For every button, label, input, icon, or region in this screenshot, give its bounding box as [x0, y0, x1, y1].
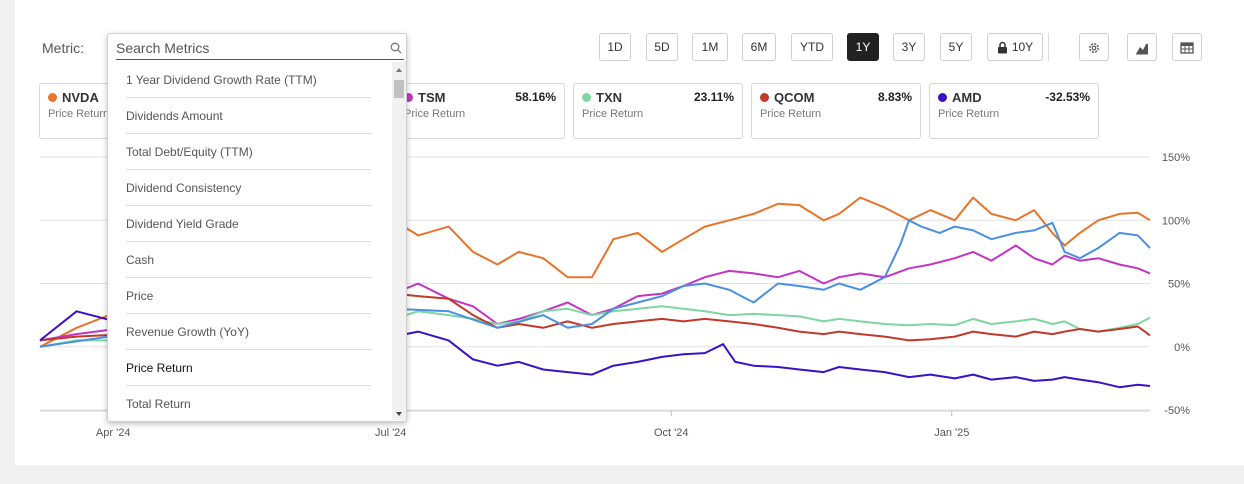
scroll-up-arrow-icon[interactable]	[395, 66, 403, 74]
range-button-1m[interactable]: 1M	[692, 33, 728, 61]
lock-icon	[997, 42, 1007, 54]
metric-option[interactable]: Revenue Growth (YoY)	[126, 314, 371, 350]
ticker-value: 58.16%	[515, 90, 556, 104]
x-tick-label: Oct '24	[654, 427, 689, 439]
ticker-card-txn[interactable]: TXN 23.11% Price Return	[573, 83, 743, 139]
metric-option[interactable]: 1 Year Dividend Growth Rate (TTM)	[126, 62, 371, 98]
metric-option[interactable]: Dividends Amount	[126, 98, 371, 134]
y-tick-label: 150%	[1162, 152, 1190, 164]
range-button-5y[interactable]: 5Y	[940, 33, 972, 61]
ticker-card-amd[interactable]: AMD -32.53% Price Return	[929, 83, 1099, 139]
x-tick-label: Jul '24	[375, 427, 406, 439]
search-icon[interactable]	[390, 41, 402, 59]
ticker-metric: Price Return	[404, 108, 466, 120]
metric-option[interactable]: Price	[126, 278, 371, 314]
y-tick-label: -50%	[1164, 405, 1190, 417]
metric-option[interactable]: Dividend Consistency	[126, 170, 371, 206]
ticker-value: 23.11%	[693, 90, 734, 104]
series-color-dot	[760, 93, 769, 102]
search-box	[116, 38, 404, 60]
range-button-label: 10Y	[1011, 40, 1034, 54]
range-button-3y[interactable]: 3Y	[893, 33, 925, 61]
metric-list: 1 Year Dividend Growth Rate (TTM) Dividen…	[108, 62, 390, 421]
range-button-10y[interactable]: 10Y	[987, 33, 1043, 61]
mountain-chart-button[interactable]	[1127, 33, 1157, 61]
metric-option[interactable]: Dividend Yield Grade	[126, 206, 371, 242]
range-button-1y[interactable]: 1Y	[847, 33, 879, 61]
y-tick-label: 100%	[1162, 215, 1190, 227]
metric-option[interactable]: Price Return	[126, 350, 371, 386]
x-tick-label: Apr '24	[96, 427, 131, 439]
ticker-card-tsm[interactable]: TSM 58.16% Price Return	[395, 83, 565, 139]
range-button-label: 1Y	[855, 40, 871, 54]
metric-dropdown[interactable]: 1 Year Dividend Growth Rate (TTM)Dividen…	[107, 33, 407, 422]
dropdown-scrollbar[interactable]	[392, 62, 406, 420]
toolbar-divider	[1048, 33, 1049, 61]
series-color-dot	[48, 93, 57, 102]
range-button-label: 3Y	[901, 40, 917, 54]
range-button-label: 6M	[750, 40, 768, 54]
range-button-label: 5Y	[948, 40, 964, 54]
range-button-label: 1M	[701, 40, 719, 54]
range-button-5d[interactable]: 5D	[646, 33, 678, 61]
series-line-unlabeled	[39, 219, 1151, 348]
ticker-metric: Price Return	[760, 108, 822, 120]
range-button-ytd[interactable]: YTD	[791, 33, 833, 61]
metric-option[interactable]: Total Debt/Equity (TTM)	[126, 134, 371, 170]
ticker-value: -32.53%	[1045, 90, 1090, 104]
scroll-thumb[interactable]	[394, 80, 404, 98]
range-button-label: 1D	[607, 40, 623, 54]
gear-icon	[1089, 42, 1099, 53]
ticker-metric: Price Return	[48, 108, 110, 120]
range-button-label: YTD	[800, 40, 824, 54]
ticker-symbol: QCOM	[774, 90, 815, 105]
series-color-dot	[938, 93, 947, 102]
ticker-metric: Price Return	[582, 108, 644, 120]
y-tick-label: 50%	[1168, 279, 1190, 291]
ticker-symbol: AMD	[952, 90, 982, 105]
series-color-dot	[582, 93, 591, 102]
scroll-down-arrow-icon[interactable]	[395, 410, 403, 418]
ticker-symbol: TXN	[596, 90, 622, 105]
metric-option[interactable]: Cash	[126, 242, 371, 278]
gear-button[interactable]	[1079, 33, 1109, 61]
ticker-metric: Price Return	[938, 108, 1000, 120]
table-button[interactable]	[1172, 33, 1202, 61]
y-tick-label: 0%	[1174, 342, 1190, 354]
range-button-6m[interactable]: 6M	[742, 33, 776, 61]
metric-option[interactable]: Total Return	[126, 386, 371, 421]
mountain-chart-icon	[1136, 43, 1148, 55]
ticker-value: 8.83%	[877, 90, 912, 104]
ticker-card-qcom[interactable]: QCOM 8.83% Price Return	[751, 83, 921, 139]
metric-label: Metric:	[42, 40, 84, 56]
ticker-symbol: TSM	[418, 90, 446, 105]
ticker-symbol: NVDA	[62, 90, 99, 105]
series-color-dot	[404, 93, 413, 102]
range-button-label: 5D	[654, 40, 670, 54]
x-tick-label: Jan '25	[934, 427, 969, 439]
range-button-1d[interactable]: 1D	[599, 33, 631, 61]
search-input[interactable]	[116, 38, 376, 58]
table-icon	[1180, 42, 1194, 54]
